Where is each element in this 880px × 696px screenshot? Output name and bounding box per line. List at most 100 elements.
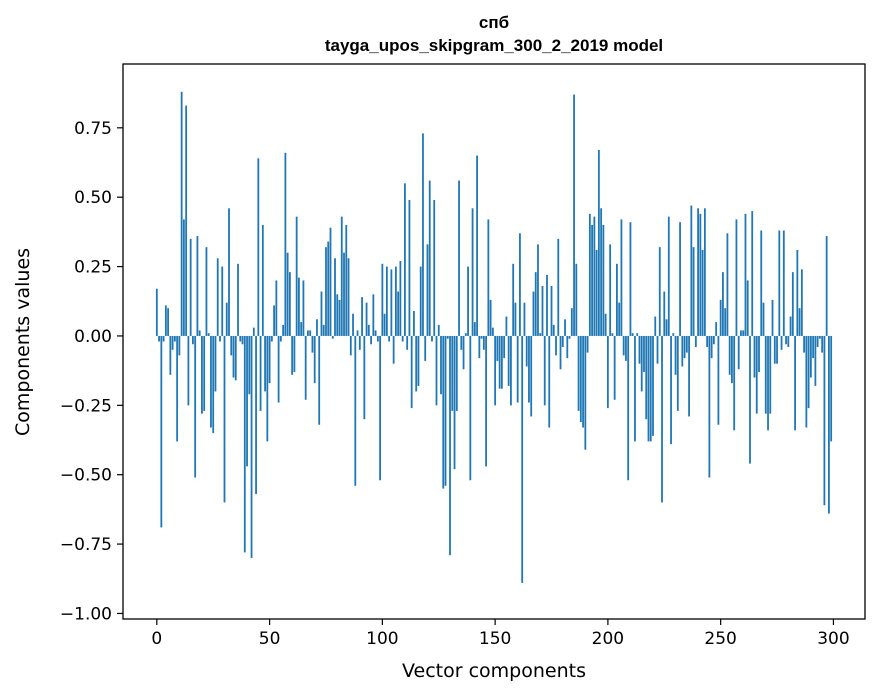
- bar: [473, 322, 476, 336]
- bar: [717, 335, 720, 425]
- bar: [325, 247, 327, 336]
- bar: [760, 230, 763, 336]
- bar: [460, 335, 463, 350]
- bar: [778, 230, 781, 336]
- bar: [791, 272, 794, 336]
- bar: [573, 94, 575, 336]
- bar: [785, 335, 787, 345]
- bar: [597, 150, 600, 336]
- bar: [282, 324, 285, 336]
- bar: [557, 238, 560, 336]
- bar: [552, 324, 555, 336]
- y-tick-label: 0.25: [74, 258, 112, 278]
- bar: [676, 335, 679, 411]
- bar: [404, 183, 406, 336]
- bar: [255, 335, 257, 495]
- bar: [749, 335, 751, 464]
- bar: [367, 324, 370, 336]
- bar: [230, 335, 233, 356]
- bar: [426, 244, 429, 336]
- bar: [530, 335, 533, 417]
- bar: [372, 294, 375, 336]
- bar: [406, 335, 409, 350]
- bar: [192, 335, 194, 345]
- bar: [383, 313, 386, 336]
- bar: [631, 333, 634, 336]
- bar: [329, 227, 332, 336]
- bar: [268, 335, 271, 384]
- bar: [234, 335, 237, 381]
- bar: [525, 335, 528, 367]
- bar: [352, 313, 354, 336]
- bar: [243, 335, 246, 553]
- bar: [620, 219, 623, 336]
- bar: [762, 302, 765, 336]
- bar: [767, 335, 769, 431]
- bar: [487, 219, 490, 336]
- bar: [796, 249, 799, 336]
- bar: [685, 335, 688, 353]
- bar: [611, 333, 614, 336]
- bar: [640, 335, 643, 392]
- bar: [471, 208, 474, 336]
- bar: [485, 335, 487, 467]
- bar: [591, 224, 593, 336]
- bar: [683, 335, 686, 359]
- bar: [358, 335, 361, 350]
- bar: [649, 335, 652, 442]
- bar: [345, 224, 348, 336]
- bar: [173, 335, 176, 342]
- bar: [724, 308, 727, 336]
- bar: [688, 335, 690, 417]
- bar: [498, 335, 501, 389]
- bar: [417, 335, 420, 386]
- bar: [489, 299, 492, 336]
- bar: [647, 335, 650, 442]
- x-tick-label: 50: [259, 629, 281, 649]
- bar: [789, 316, 792, 336]
- bar: [467, 266, 469, 336]
- bar: [803, 335, 805, 353]
- bar: [751, 211, 754, 336]
- bar: [320, 291, 323, 336]
- bar: [701, 249, 704, 336]
- bar: [694, 335, 697, 348]
- bar: [643, 335, 645, 373]
- bar: [528, 335, 530, 403]
- bar: [284, 152, 287, 336]
- bar: [385, 266, 388, 336]
- bar: [559, 335, 562, 370]
- bar: [214, 335, 217, 392]
- bar: [697, 208, 699, 336]
- bar: [239, 335, 242, 342]
- bar: [453, 335, 456, 470]
- bar: [304, 335, 307, 400]
- bar: [541, 286, 544, 336]
- bar: [336, 294, 339, 336]
- bar: [257, 158, 260, 336]
- bar: [638, 335, 641, 364]
- bar: [830, 335, 833, 442]
- bar: [794, 335, 796, 431]
- bar: [415, 335, 418, 392]
- bar: [787, 335, 790, 348]
- bar: [570, 308, 573, 336]
- bar: [413, 310, 415, 336]
- bar: [634, 335, 636, 442]
- bar: [207, 333, 210, 336]
- bar: [719, 299, 722, 336]
- bar: [812, 335, 815, 359]
- bar: [419, 266, 422, 336]
- x-tick-label: 0: [151, 629, 162, 649]
- bar: [252, 327, 255, 336]
- bar: [158, 335, 160, 342]
- bar: [334, 258, 336, 336]
- x-tick-label: 150: [479, 629, 511, 649]
- bar: [625, 335, 627, 361]
- bar: [180, 91, 183, 336]
- bar: [622, 335, 625, 356]
- bar: [164, 305, 167, 336]
- bar: [782, 230, 785, 336]
- bar: [744, 213, 747, 336]
- bar: [331, 335, 334, 339]
